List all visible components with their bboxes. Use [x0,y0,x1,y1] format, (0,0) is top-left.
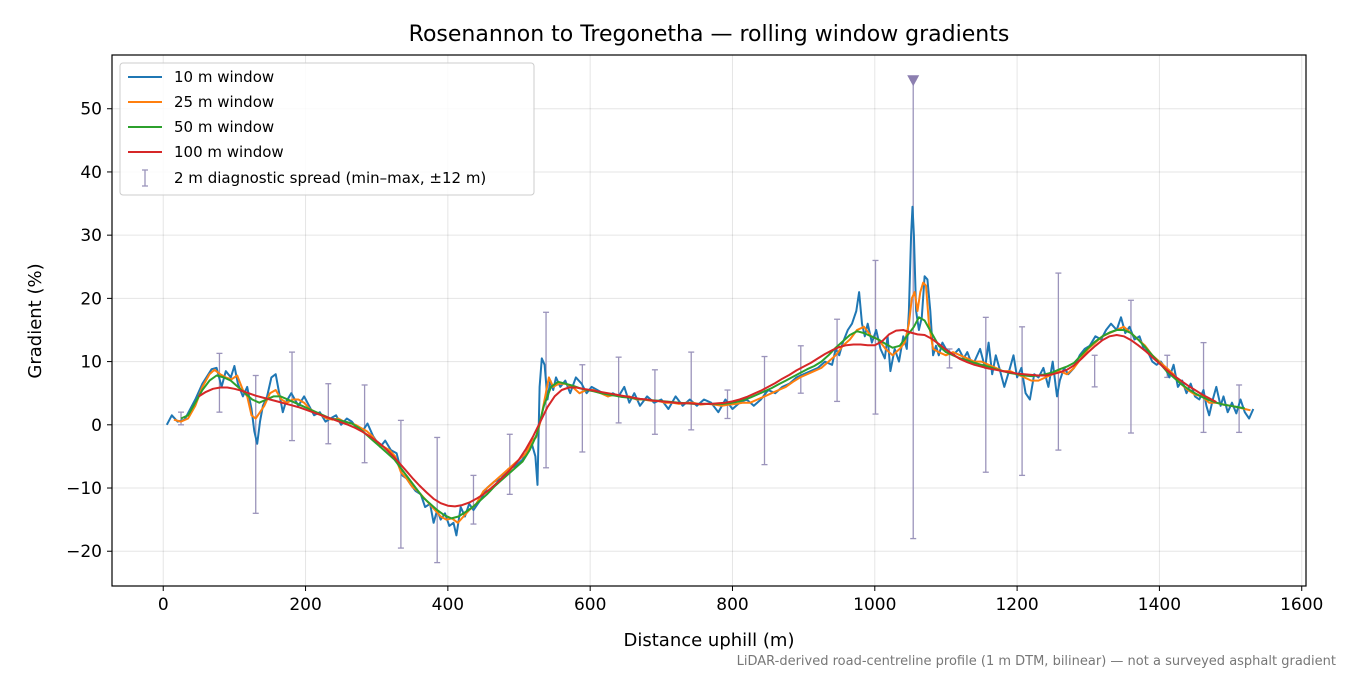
series-line [165,205,1255,537]
series-lines [165,205,1255,537]
legend-label: 10 m window [174,68,274,86]
plot-frame [111,54,1307,587]
y-tick-label: −10 [66,479,102,499]
x-axis-label: Distance uphill (m) [624,630,795,651]
y-tick-label: 30 [80,226,102,246]
x-tick-label: 200 [289,595,321,615]
legend: 10 m window 25 m window 50 m window 100 m w… [119,62,535,196]
y-tick-label: 50 [80,100,102,120]
y-tick-label: 20 [80,289,102,309]
y-tick-label: 10 [80,353,102,373]
series-line [198,329,1217,508]
x-tick-label: 1200 [995,595,1038,615]
x-axis: 0 200 400 600 800 1000 1200 1400 1600 [158,586,1323,615]
x-tick-label: 0 [158,595,169,615]
chart-title: Rosenannon to Tregonetha — rolling windo… [409,22,1010,47]
x-tick-label: 600 [574,595,606,615]
legend-label: 2 m diagnostic spread (min–max, ±12 m) [174,169,486,187]
x-tick-label: 800 [716,595,748,615]
x-tick-label: 1000 [853,595,896,615]
y-tick-label: 40 [80,163,102,183]
legend-label: 50 m window [174,118,274,136]
x-tick-label: 400 [432,595,464,615]
legend-label: 100 m window [174,143,284,161]
y-axis: −20 −10 0 10 20 30 40 50 [66,100,112,562]
x-tick-label: 1600 [1280,595,1323,615]
y-tick-label: −20 [66,542,102,562]
y-axis-label: Gradient (%) [25,263,46,378]
legend-label: 25 m window [174,93,274,111]
x-tick-label: 1400 [1138,595,1181,615]
clipped-marker [907,75,920,87]
legend-box [119,62,535,196]
footnote: LiDAR-derived road-centreline profile (1… [737,654,1336,669]
y-tick-label: 0 [91,416,102,436]
grid [112,55,1306,586]
